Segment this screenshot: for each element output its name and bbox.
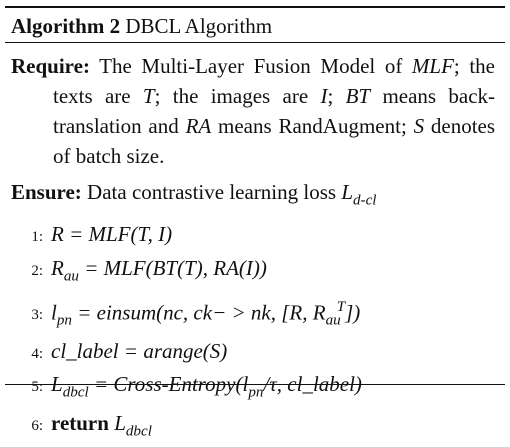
require-label: Require: xyxy=(11,54,90,78)
ensure-block: Ensure: Data contrastive learning loss L… xyxy=(5,171,505,215)
ensure-loss-symbol: Ld-cl xyxy=(341,180,377,209)
require-I: I xyxy=(320,84,328,108)
step-expression: Ldbcl xyxy=(114,410,152,440)
algorithm-steps: 1: R = MLF(T, I) 2: Rau = MLF(BT(T), RA(… xyxy=(5,219,505,446)
require-text-4: ; xyxy=(327,84,334,108)
return-keyword: return xyxy=(51,410,109,435)
line-number: 2: xyxy=(31,262,43,279)
algorithm-name: DBCL Algorithm xyxy=(125,14,273,38)
require-text-7: denotes of batch size. xyxy=(53,114,496,168)
require-mlf: MLF xyxy=(411,54,454,78)
step-expression: cl_label = arange(S) xyxy=(51,338,228,363)
algorithm-box: Algorithm 2 DBCL Algorithm Require: The … xyxy=(5,6,505,447)
line-number: 1: xyxy=(31,229,43,246)
step-expression: R = MLF(T, I) xyxy=(51,222,173,247)
ensure-label: Ensure: xyxy=(11,180,82,204)
step-expression: lpn = einsum(nc, ck− > nk, [R, RauT]) xyxy=(51,298,361,329)
step-4: 4: cl_label = arange(S) xyxy=(5,336,505,370)
algorithm-title: Algorithm 2 DBCL Algorithm xyxy=(5,8,505,42)
require-text-6: means RandAugment; xyxy=(218,114,407,138)
step-expression: Rau = MLF(BT(T), RA(I)) xyxy=(51,255,267,285)
step-3: 3: lpn = einsum(nc, ck− > nk, [R, RauT]) xyxy=(5,292,505,336)
require-text-5: means back-translation and xyxy=(53,84,496,138)
require-block: Require: The Multi-Layer Fusion Model of… xyxy=(5,43,505,171)
title-rule xyxy=(5,42,505,43)
step-2: 2: Rau = MLF(BT(T), RA(I)) xyxy=(5,253,505,292)
algorithm-number: Algorithm 2 xyxy=(11,14,121,38)
line-number: 3: xyxy=(31,306,43,323)
require-text-3: ; the images are xyxy=(154,84,309,108)
top-rule xyxy=(5,6,505,8)
line-number: 4: xyxy=(31,345,43,362)
line-number: 6: xyxy=(31,417,43,434)
require-BT: BT xyxy=(345,84,371,108)
step-1: 1: R = MLF(T, I) xyxy=(5,219,505,253)
ensure-text: Data contrastive learning loss xyxy=(87,180,337,204)
require-S: S xyxy=(413,114,425,138)
require-text-2: ; the texts are xyxy=(53,54,495,108)
bottom-rule xyxy=(5,384,505,385)
require-RA: RA xyxy=(185,114,212,138)
require-T: T xyxy=(142,84,155,108)
step-6: 6: return Ldbcl xyxy=(5,408,505,447)
line-number: 5: xyxy=(31,379,43,396)
step-5: 5: Ldbcl = Cross-Entropy(lpn/τ, cl_label… xyxy=(5,369,505,408)
require-text-1: The Multi-Layer Fusion Model of xyxy=(99,54,403,78)
step-expression: Ldbcl = Cross-Entropy(lpn/τ, cl_label) xyxy=(51,372,362,401)
